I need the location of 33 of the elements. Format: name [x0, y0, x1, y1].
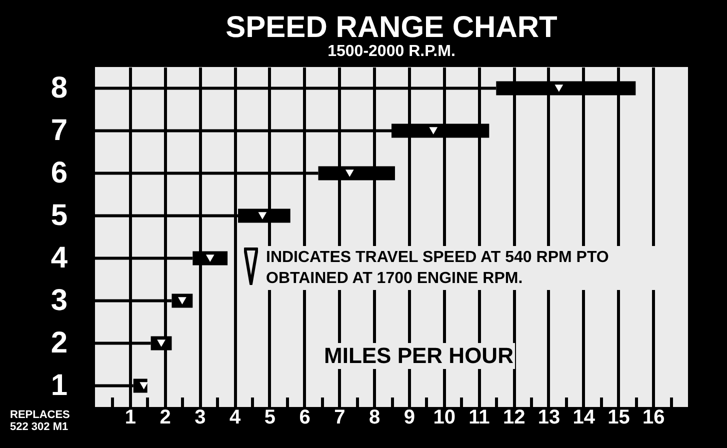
point — [429, 127, 438, 134]
x-tick-label: 7 — [334, 406, 346, 428]
y-tick-label: 6 — [50, 156, 68, 190]
y-tick-label: 2 — [50, 326, 68, 360]
x-tick-label: 3 — [194, 406, 206, 428]
x-tick-label: 5 — [264, 406, 276, 428]
text-panel: MILES PER HOUR — [322, 343, 516, 369]
x-tick-label: 4 — [229, 406, 242, 428]
x-tick-label: 14 — [572, 406, 596, 428]
x-tick-label: 2 — [160, 406, 171, 428]
x-tick-label: 13 — [538, 406, 560, 428]
text: REPLACES 522 302 M1 — [10, 409, 71, 433]
x-tick-label: 8 — [368, 406, 380, 428]
chart-title: SPEED RANGE CHART — [226, 11, 558, 44]
point — [554, 84, 564, 92]
x-tick-label: 6 — [299, 406, 310, 428]
point — [345, 170, 354, 177]
x-tick-label: 1 — [124, 406, 136, 428]
x-tick-label: 15 — [608, 406, 630, 428]
x-tick-label: 9 — [404, 406, 416, 428]
y-tick-label: 8 — [50, 71, 68, 104]
point — [258, 212, 267, 220]
y-tick-label: 3 — [50, 284, 68, 317]
y-tick-label: 4 — [50, 241, 68, 274]
x-tick-label: 16 — [642, 406, 665, 428]
annotation: INDICATES TRAVEL SPEED AT 540 RPM PTO OBTAINED AT 1700 ENGINE RPM. — [266, 248, 610, 289]
chart-subtitle: 1500-2000 R.P.M. — [328, 43, 456, 60]
x-tick-label: 10 — [433, 406, 456, 428]
y-tick-label: 7 — [50, 114, 68, 147]
x-tick-label: 12 — [502, 406, 526, 428]
x-tick-label: 11 — [468, 406, 490, 428]
y-tick-label: 5 — [50, 198, 68, 232]
y-tick-label: 1 — [50, 368, 68, 402]
